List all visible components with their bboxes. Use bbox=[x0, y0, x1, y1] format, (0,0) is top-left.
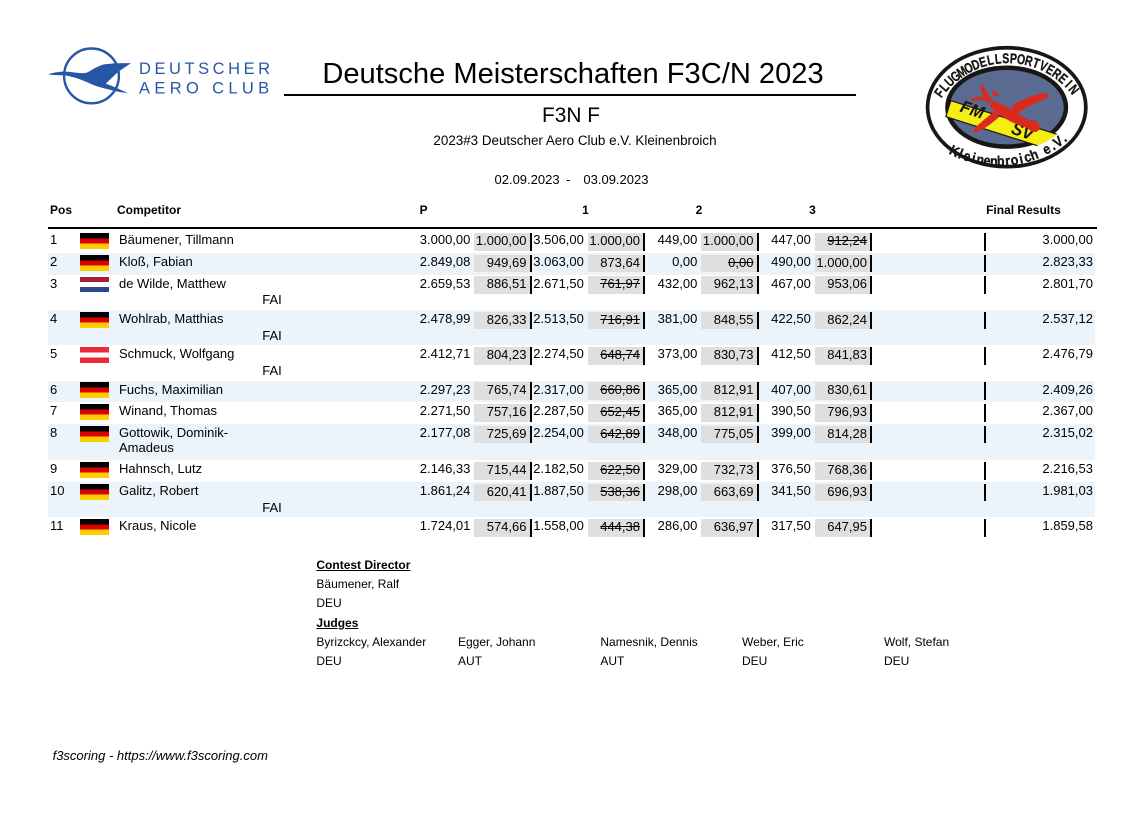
svg-text:T: T bbox=[1030, 55, 1042, 72]
svg-text:L: L bbox=[986, 52, 996, 69]
svg-text:S: S bbox=[1002, 51, 1009, 67]
svg-text:i: i bbox=[970, 150, 977, 166]
svg-text:AERO CLUB: AERO CLUB bbox=[139, 80, 274, 98]
svg-text:R: R bbox=[1023, 53, 1034, 70]
svg-text:e: e bbox=[983, 152, 992, 169]
svg-text:E: E bbox=[977, 54, 988, 71]
svg-text:L: L bbox=[994, 51, 1003, 68]
svg-text:n: n bbox=[990, 153, 998, 169]
svg-text:n: n bbox=[975, 151, 985, 168]
svg-text:DEUTSCHER: DEUTSCHER bbox=[139, 60, 274, 78]
svg-text:P: P bbox=[1009, 51, 1017, 67]
svg-text:O: O bbox=[1016, 51, 1027, 68]
svg-text:l: l bbox=[956, 146, 965, 162]
svg-text:b: b bbox=[997, 153, 1005, 169]
svg-text:o: o bbox=[1009, 152, 1019, 169]
svg-text:i: i bbox=[1018, 151, 1025, 167]
svg-text:.: . bbox=[1047, 138, 1058, 153]
svg-text:e: e bbox=[961, 148, 973, 165]
svg-text:r: r bbox=[1004, 153, 1010, 169]
